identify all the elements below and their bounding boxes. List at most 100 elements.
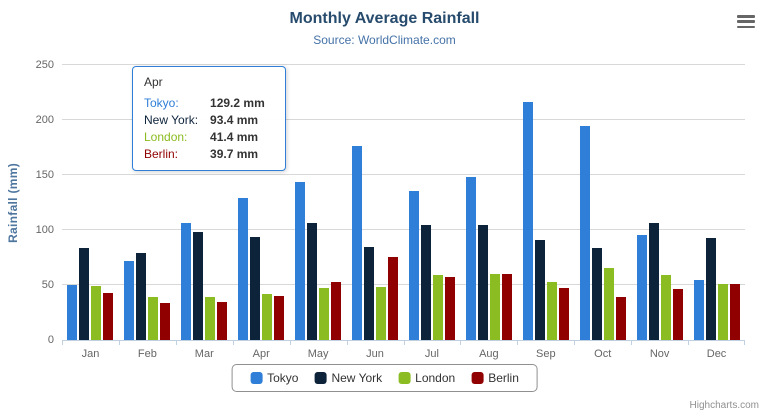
x-axis-label: Sep <box>535 348 556 360</box>
bar-berlin-jan[interactable] <box>103 293 114 340</box>
credits-link[interactable]: Highcharts.com <box>689 400 759 411</box>
bar-london-nov[interactable] <box>660 274 671 340</box>
bar-new-york-jun[interactable] <box>364 247 375 340</box>
x-axis-tick <box>631 340 632 345</box>
x-axis-label: Jun <box>366 348 384 360</box>
tooltip-series-label: Tokyo: <box>144 95 179 110</box>
chart-title: Monthly Average Rainfall <box>289 10 480 27</box>
bar-london-may[interactable] <box>319 288 330 340</box>
bar-london-oct[interactable] <box>603 268 614 340</box>
bar-london-feb[interactable] <box>148 297 159 340</box>
tooltip-value: 93.4 mm <box>210 112 259 127</box>
bar-berlin-may[interactable] <box>331 282 342 340</box>
bar-berlin-feb[interactable] <box>160 303 171 340</box>
legend-swatch <box>250 372 263 384</box>
tooltip: Apr Tokyo: 129.2 mm New York: 93.4 mm London… <box>132 66 286 171</box>
bar-new-york-sep[interactable] <box>534 239 545 340</box>
export-menu-icon[interactable] <box>737 15 755 28</box>
x-axis-tick <box>347 340 348 345</box>
bar-new-york-oct[interactable] <box>591 248 602 340</box>
bar-berlin-dec[interactable] <box>729 283 740 340</box>
bar-new-york-feb[interactable] <box>136 253 147 340</box>
gridline <box>62 229 745 230</box>
bar-new-york-may[interactable] <box>307 223 318 340</box>
tooltip-rows: Tokyo: 129.2 mm New York: 93.4 mm London: 41.… <box>144 94 265 162</box>
y-axis-title-text: Rainfall (mm) <box>6 162 20 243</box>
bar-tokyo-aug[interactable] <box>465 176 476 340</box>
legend-label: Tokyo <box>267 371 299 385</box>
x-axis-tick <box>460 340 461 345</box>
y-axis-label: 100 <box>35 224 54 236</box>
bar-new-york-dec[interactable] <box>705 238 716 340</box>
bar-berlin-aug[interactable] <box>501 273 512 340</box>
x-axis-label: Jul <box>424 348 439 360</box>
x-axis-label: Oct <box>594 348 612 360</box>
bar-tokyo-jun[interactable] <box>352 146 363 340</box>
x-axis-label: May <box>307 348 329 360</box>
tooltip-header: Apr <box>144 75 163 89</box>
bar-tokyo-mar[interactable] <box>181 222 192 340</box>
legend-swatch <box>471 372 484 384</box>
x-axis-label: Aug <box>479 348 499 360</box>
gridline <box>62 64 745 65</box>
legend-item-berlin[interactable]: Berlin <box>471 371 519 385</box>
tooltip-row: New York: 93.4 mm <box>144 111 265 128</box>
legend-item-tokyo[interactable]: Tokyo <box>250 371 298 385</box>
burger-line <box>737 15 755 18</box>
bar-berlin-mar[interactable] <box>217 302 228 340</box>
legend-swatch <box>314 372 327 384</box>
x-axis-tick <box>688 340 689 345</box>
legend-item-london[interactable]: London <box>398 371 455 385</box>
bar-tokyo-sep[interactable] <box>522 101 533 340</box>
bar-tokyo-apr[interactable] <box>238 197 249 340</box>
x-axis-tick <box>119 340 120 345</box>
bar-berlin-jun[interactable] <box>388 256 399 340</box>
x-axis-label: Apr <box>252 348 270 360</box>
tooltip-series-label: New York: <box>144 112 199 127</box>
tooltip-value: 41.4 mm <box>210 129 259 144</box>
burger-line <box>737 20 755 23</box>
y-axis-label: 250 <box>35 59 54 71</box>
bar-tokyo-feb[interactable] <box>124 261 135 340</box>
bar-tokyo-may[interactable] <box>295 181 306 340</box>
bar-new-york-aug[interactable] <box>477 225 488 340</box>
bar-tokyo-jan[interactable] <box>67 285 78 340</box>
bar-tokyo-jul[interactable] <box>408 190 419 340</box>
x-axis-tick <box>574 340 575 345</box>
tooltip-value: 129.2 mm <box>210 95 265 110</box>
x-axis-tick <box>176 340 177 345</box>
bar-berlin-oct[interactable] <box>615 296 626 340</box>
bar-new-york-nov[interactable] <box>648 222 659 340</box>
bar-tokyo-dec[interactable] <box>693 280 704 340</box>
bar-new-york-mar[interactable] <box>193 231 204 340</box>
x-axis-label: Jan <box>81 348 100 360</box>
bar-berlin-sep[interactable] <box>558 287 569 340</box>
bar-london-jun[interactable] <box>376 286 387 340</box>
x-axis-tick <box>62 340 63 345</box>
bar-berlin-jul[interactable] <box>444 276 455 340</box>
tooltip-row: London: 41.4 mm <box>144 128 265 145</box>
tooltip-series-label: Berlin: <box>144 146 179 161</box>
bar-london-dec[interactable] <box>717 283 728 340</box>
bar-london-sep[interactable] <box>546 282 557 340</box>
x-axis-tick <box>517 340 518 345</box>
bar-new-york-apr[interactable] <box>250 237 261 340</box>
y-axis-label: 200 <box>35 114 54 126</box>
bar-berlin-apr[interactable] <box>274 296 285 340</box>
legend-item-new-york[interactable]: New York <box>314 371 382 385</box>
tooltip-series-label: London: <box>144 129 188 144</box>
bar-london-aug[interactable] <box>489 274 500 340</box>
bar-london-apr[interactable] <box>262 294 273 340</box>
bar-tokyo-nov[interactable] <box>636 234 647 340</box>
bar-london-jan[interactable] <box>91 286 102 340</box>
bar-london-mar[interactable] <box>205 296 216 340</box>
bar-tokyo-oct[interactable] <box>579 126 590 340</box>
bar-london-jul[interactable] <box>432 275 443 340</box>
burger-line <box>737 25 755 28</box>
legend-label: Berlin <box>488 371 519 385</box>
bar-berlin-nov[interactable] <box>672 288 683 340</box>
x-axis-tick <box>290 340 291 345</box>
gridline <box>62 119 745 120</box>
bar-new-york-jan[interactable] <box>79 248 90 340</box>
bar-new-york-jul[interactable] <box>420 224 431 340</box>
